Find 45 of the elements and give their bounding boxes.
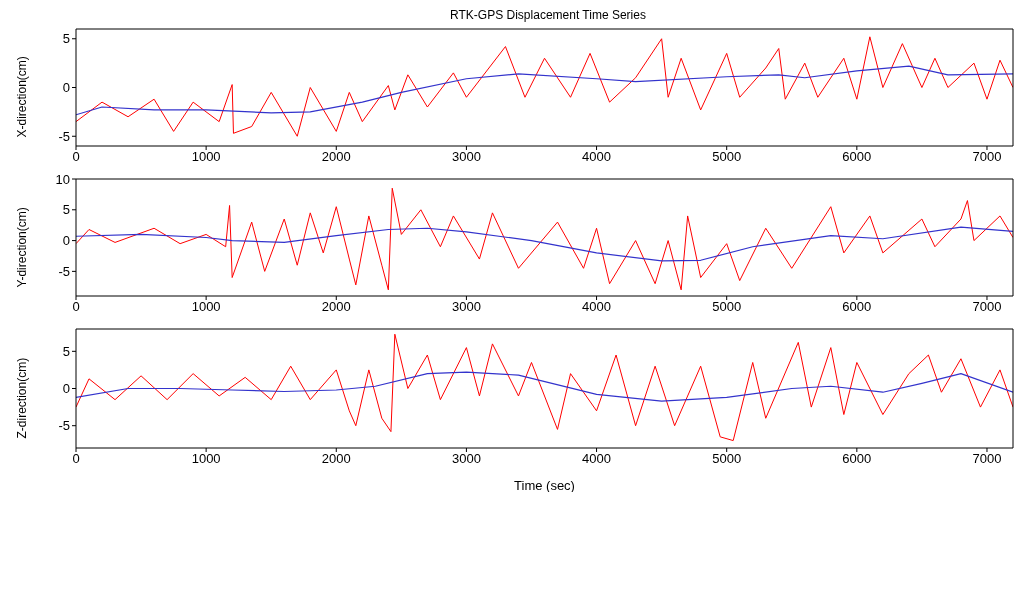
x-tick-label: 4000 [582, 299, 612, 315]
y-tick-label: 0 [62, 381, 70, 397]
x-tick-label: 2000 [321, 451, 351, 467]
x-tick-label: 7000 [972, 451, 1002, 467]
line-series [76, 187, 1013, 291]
x-tick-label: 5000 [712, 299, 742, 315]
y-tick-label: 0 [62, 233, 70, 249]
x-tick-label: 0 [72, 451, 80, 467]
y-tick-label: 10 [55, 171, 70, 187]
x-tick-label: 1000 [191, 451, 221, 467]
line-series [76, 333, 1013, 442]
y-tick-label: 5 [62, 31, 70, 47]
x-tick-label: 0 [72, 149, 80, 165]
x-tick-label: 4000 [582, 451, 612, 467]
y-tick-label: -5 [58, 263, 70, 279]
y-tick-label: 5 [62, 202, 70, 218]
x-tick-label: 3000 [451, 299, 481, 315]
x-tick-label: 3000 [451, 451, 481, 467]
x-tick-label: 3000 [451, 149, 481, 165]
line-series [76, 36, 1013, 137]
chart-title: RTK-GPS Displacement Time Series [449, 8, 647, 22]
x-tick-label: 4000 [582, 149, 612, 165]
x-tick-label: 5000 [712, 149, 742, 165]
y-tick-label: 5 [62, 343, 70, 359]
y-axis-title: Y-direction(cm) [15, 207, 30, 288]
x-tick-label: 6000 [842, 451, 872, 467]
line-series [76, 65, 1013, 116]
x-axis-title: Time (sec) [514, 478, 575, 493]
x-tick-label: 1000 [191, 149, 221, 165]
x-tick-label: 2000 [321, 149, 351, 165]
x-tick-label: 6000 [842, 149, 872, 165]
x-tick-label: 5000 [712, 451, 742, 467]
x-tick-label: 1000 [191, 299, 221, 315]
x-tick-label: 7000 [972, 149, 1002, 165]
line-series [76, 226, 1013, 262]
y-tick-label: 0 [62, 80, 70, 96]
y-tick-label: -5 [58, 418, 70, 434]
y-axis-title: Z-direction(cm) [15, 357, 30, 439]
x-tick-label: 6000 [842, 299, 872, 315]
y-axis-title: X-direction(cm) [15, 56, 30, 138]
line-series [76, 371, 1013, 402]
x-tick-label: 0 [72, 299, 80, 315]
x-tick-label: 2000 [321, 299, 351, 315]
y-tick-label: -5 [58, 128, 70, 144]
x-tick-label: 7000 [972, 299, 1002, 315]
